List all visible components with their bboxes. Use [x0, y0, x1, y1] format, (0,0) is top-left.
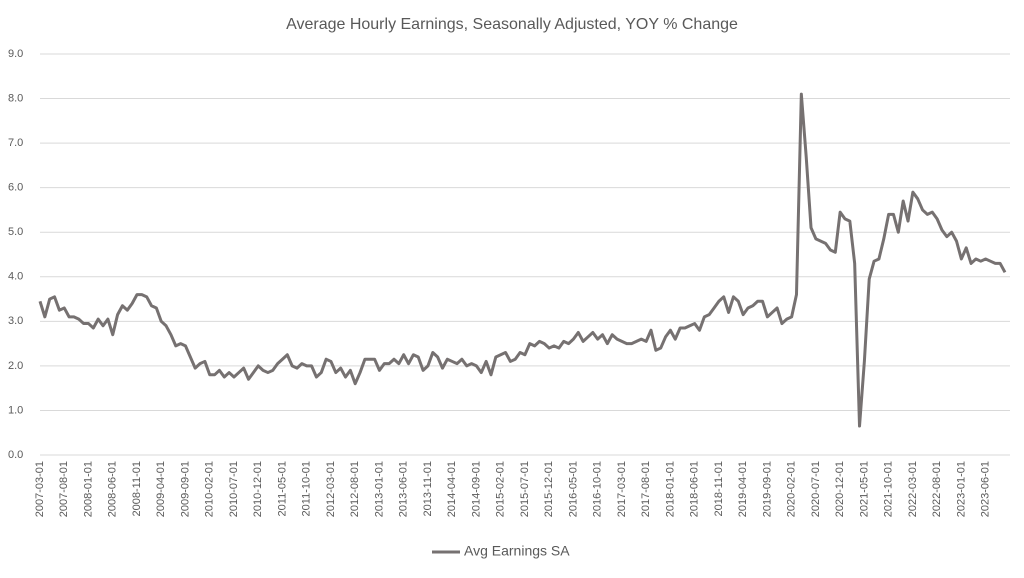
y-tick-label: 2.0 — [8, 360, 23, 372]
x-tick-label: 2018-11-01 — [713, 461, 725, 516]
x-tick-label: 2015-02-01 — [495, 461, 507, 517]
x-tick-label: 2022-08-01 — [931, 461, 943, 517]
x-tick-label: 2016-05-01 — [567, 461, 579, 517]
y-tick-label: 5.0 — [8, 226, 23, 238]
x-tick-label: 2010-12-01 — [252, 461, 264, 517]
y-tick-label: 7.0 — [8, 137, 23, 149]
x-tick-label: 2011-10-01 — [301, 461, 313, 516]
y-tick-label: 0.0 — [8, 449, 23, 461]
y-tick-label: 9.0 — [8, 48, 23, 60]
x-tick-label: 2009-09-01 — [179, 461, 191, 517]
x-tick-label: 2015-12-01 — [543, 461, 555, 517]
y-tick-label: 1.0 — [8, 404, 23, 416]
x-tick-label: 2012-08-01 — [349, 461, 361, 517]
x-tick-label: 2020-02-01 — [786, 461, 798, 517]
x-tick-label: 2022-03-01 — [907, 461, 919, 517]
x-tick-label: 2007-03-01 — [34, 461, 46, 517]
x-tick-label: 2010-07-01 — [228, 461, 240, 517]
x-tick-label: 2018-01-01 — [664, 461, 676, 517]
y-tick-label: 3.0 — [8, 315, 23, 327]
x-tick-label: 2012-03-01 — [325, 461, 337, 517]
x-tick-label: 2014-09-01 — [470, 461, 482, 517]
chart-title: Average Hourly Earnings, Seasonally Adju… — [286, 16, 738, 33]
x-tick-label: 2010-02-01 — [204, 461, 216, 517]
legend-label: Avg Earnings SA — [464, 543, 570, 559]
y-tick-label: 6.0 — [8, 182, 23, 194]
x-tick-label: 2018-06-01 — [689, 461, 701, 517]
x-tick-label: 2020-12-01 — [834, 461, 846, 517]
x-tick-label: 2023-01-01 — [955, 461, 967, 517]
x-tick-label: 2008-11-01 — [131, 461, 143, 516]
data-line — [38, 92, 1007, 428]
x-tick-label: 2017-03-01 — [616, 461, 628, 517]
x-tick-label: 2019-04-01 — [737, 461, 749, 517]
x-tick-label: 2023-06-01 — [980, 461, 992, 517]
y-tick-label: 8.0 — [8, 92, 23, 104]
x-tick-label: 2021-05-01 — [858, 461, 870, 517]
x-tick-label: 2016-10-01 — [592, 461, 604, 517]
x-tick-label: 2021-10-01 — [883, 461, 895, 517]
x-tick-label: 2019-09-01 — [761, 461, 773, 517]
x-tick-label: 2014-04-01 — [446, 461, 458, 517]
x-tick-label: 2015-07-01 — [519, 461, 531, 517]
x-tick-label: 2009-04-01 — [155, 461, 167, 517]
x-tick-label: 2008-06-01 — [107, 461, 119, 517]
x-tick-label: 2011-05-01 — [276, 461, 288, 516]
x-tick-label: 2013-06-01 — [398, 461, 410, 517]
x-tick-label: 2008-01-01 — [82, 461, 94, 517]
x-tick-label: 2013-01-01 — [373, 461, 385, 517]
x-tick-label: 2017-08-01 — [640, 461, 652, 517]
x-tick-label: 2020-07-01 — [810, 461, 822, 517]
x-tick-label: 2013-11-01 — [422, 461, 434, 516]
x-tick-label: 2007-08-01 — [58, 461, 70, 517]
y-tick-label: 4.0 — [8, 271, 23, 283]
